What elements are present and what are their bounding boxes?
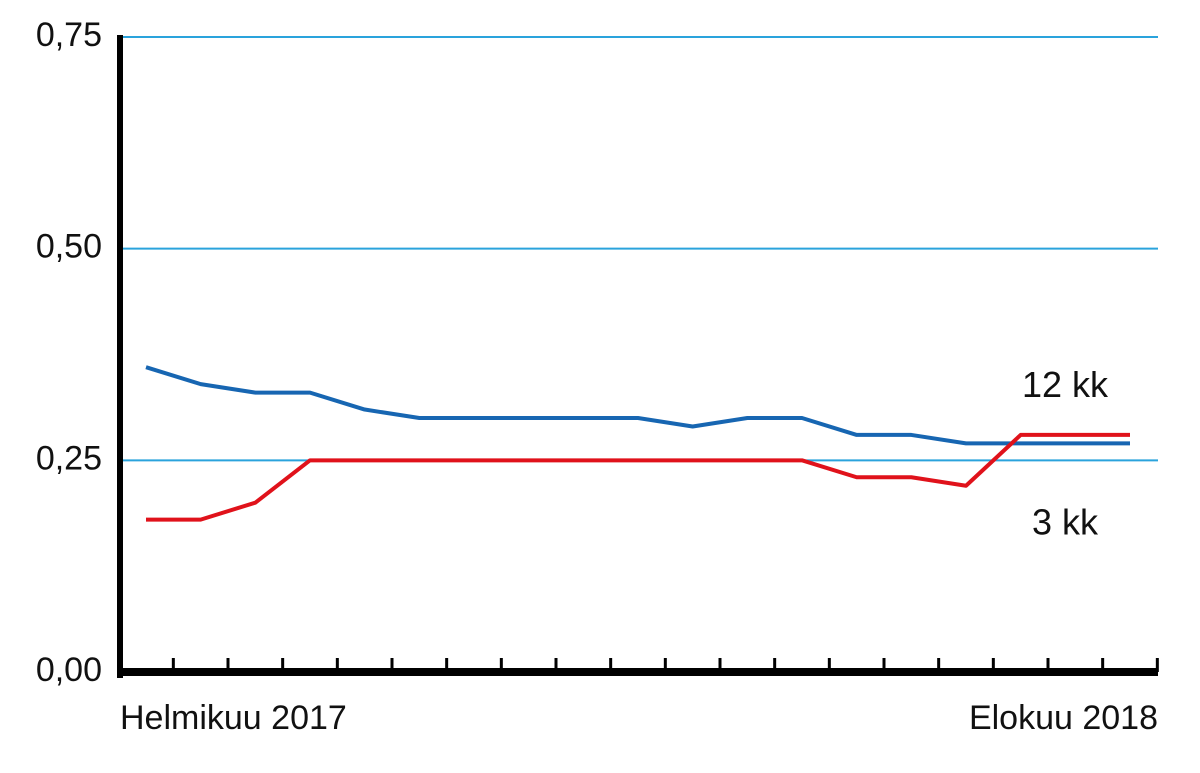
line-series	[146, 432, 1130, 522]
x-tick-label: Helmikuu 2017	[120, 699, 347, 737]
series-label: 3 kk	[1032, 501, 1099, 542]
y-tick-label: 0,75	[36, 16, 102, 54]
y-tick-label: 0,00	[36, 651, 102, 689]
line-series	[145, 365, 1130, 446]
y-tick-label: 0,25	[36, 439, 102, 477]
x-tick-label: Elokuu 2018	[969, 699, 1158, 737]
y-tick-label: 0,50	[36, 228, 102, 266]
series-label: 12 kk	[1022, 364, 1109, 405]
